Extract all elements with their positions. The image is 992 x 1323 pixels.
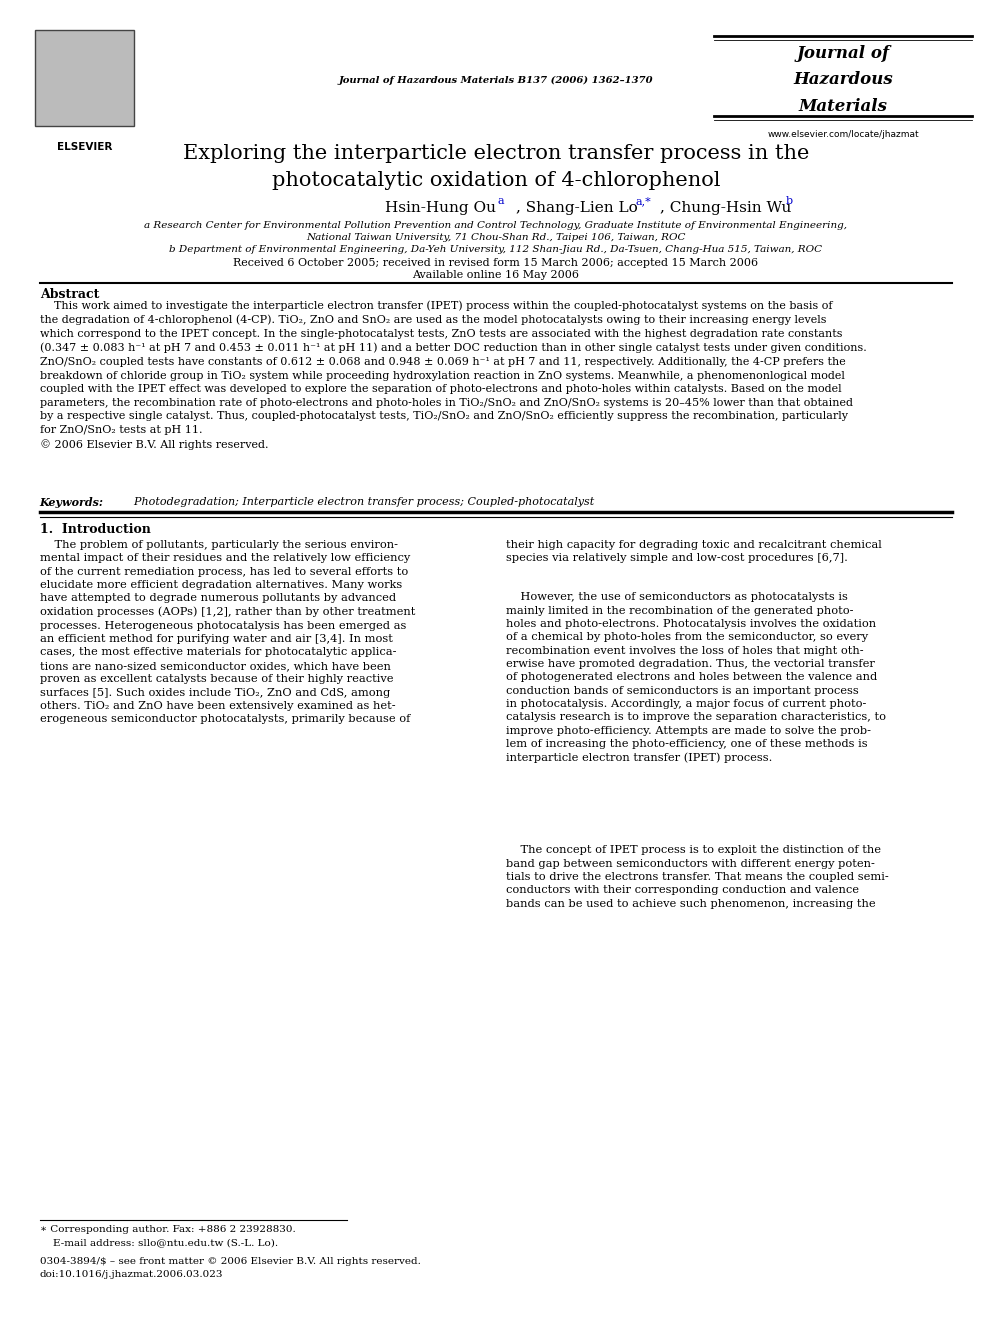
Text: a Research Center for Environmental Pollution Prevention and Control Technology,: a Research Center for Environmental Poll…: [145, 221, 847, 230]
Text: Available online 16 May 2006: Available online 16 May 2006: [413, 270, 579, 280]
Text: Materials: Materials: [799, 98, 888, 115]
Text: b Department of Environmental Engineering, Da-Yeh University, 112 Shan-Jiau Rd.,: b Department of Environmental Engineerin…: [170, 245, 822, 254]
Text: , Chung-Hsin Wu: , Chung-Hsin Wu: [660, 201, 791, 216]
Text: The problem of pollutants, particularly the serious environ-
mental impact of th: The problem of pollutants, particularly …: [40, 540, 415, 724]
Text: Hsin-Hung Ou: Hsin-Hung Ou: [385, 201, 496, 216]
Text: 1.  Introduction: 1. Introduction: [40, 523, 151, 536]
Text: ∗ Corresponding author. Fax: +886 2 23928830.: ∗ Corresponding author. Fax: +886 2 2392…: [40, 1225, 296, 1234]
Text: doi:10.1016/j.jhazmat.2006.03.023: doi:10.1016/j.jhazmat.2006.03.023: [40, 1270, 223, 1279]
Text: E-mail address: sllo@ntu.edu.tw (S.-L. Lo).: E-mail address: sllo@ntu.edu.tw (S.-L. L…: [40, 1238, 278, 1248]
Text: Photodegradation; Interparticle electron transfer process; Coupled-photocatalyst: Photodegradation; Interparticle electron…: [127, 497, 594, 508]
Text: 0304-3894/$ – see front matter © 2006 Elsevier B.V. All rights reserved.: 0304-3894/$ – see front matter © 2006 El…: [40, 1257, 421, 1266]
Text: a: a: [498, 196, 505, 206]
Text: However, the use of semiconductors as photocatalysts is
mainly limited in the re: However, the use of semiconductors as ph…: [506, 593, 886, 763]
Text: Abstract: Abstract: [40, 288, 99, 302]
Text: www.elsevier.com/locate/jhazmat: www.elsevier.com/locate/jhazmat: [768, 130, 919, 139]
Text: b: b: [786, 196, 793, 206]
Text: The concept of IPET process is to exploit the distinction of the
band gap betwee: The concept of IPET process is to exploi…: [506, 845, 889, 909]
Text: Hazardous: Hazardous: [794, 71, 893, 89]
Text: This work aimed to investigate the interparticle electron transfer (IPET) proces: This work aimed to investigate the inter…: [40, 300, 866, 450]
Text: Journal of: Journal of: [797, 45, 890, 62]
Text: National Taiwan University, 71 Chou-Shan Rd., Taipei 106, Taiwan, ROC: National Taiwan University, 71 Chou-Shan…: [307, 233, 685, 242]
Text: Keywords:: Keywords:: [40, 497, 104, 508]
Text: Received 6 October 2005; received in revised form 15 March 2006; accepted 15 Mar: Received 6 October 2005; received in rev…: [233, 258, 759, 269]
Bar: [35, 30, 134, 126]
Text: their high capacity for degrading toxic and recalcitrant chemical
species via re: their high capacity for degrading toxic …: [506, 540, 882, 564]
Text: ELSEVIER: ELSEVIER: [57, 142, 112, 152]
Text: Exploring the interparticle electron transfer process in the
photocatalytic oxid: Exploring the interparticle electron tra…: [183, 144, 809, 189]
Text: Journal of Hazardous Materials B137 (2006) 1362–1370: Journal of Hazardous Materials B137 (200…: [338, 75, 654, 85]
Text: , Shang-Lien Lo: , Shang-Lien Lo: [516, 201, 638, 216]
Text: a,*: a,*: [636, 196, 652, 206]
